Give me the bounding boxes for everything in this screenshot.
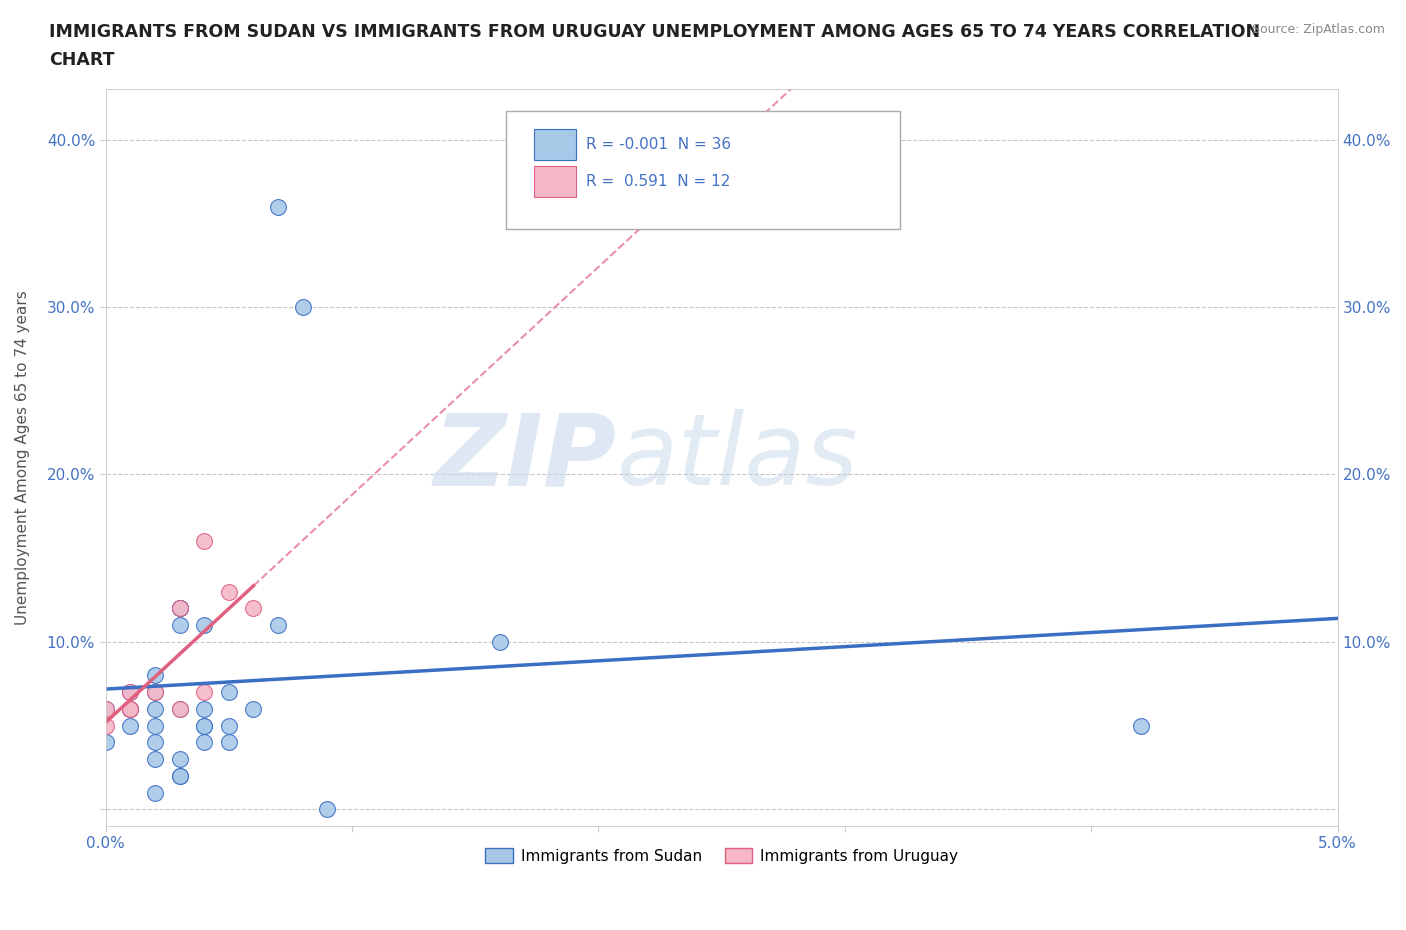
Point (169, 601, 191, 616)
Point (120, 701, 142, 716)
Y-axis label: Unemployment Among Ages 65 to 74 years: Unemployment Among Ages 65 to 74 years (15, 290, 30, 625)
Point (120, 684, 142, 699)
Point (267, 618, 290, 632)
Point (193, 718, 215, 733)
Point (94, 735, 117, 750)
Point (218, 735, 240, 750)
Point (120, 718, 142, 733)
Point (169, 751, 191, 766)
Legend: Immigrants from Sudan, Immigrants from Uruguay: Immigrants from Sudan, Immigrants from U… (479, 842, 965, 870)
Point (143, 668, 166, 683)
Point (193, 718, 215, 733)
Point (143, 718, 166, 733)
Point (218, 584, 240, 599)
Text: R =  0.591  N = 12: R = 0.591 N = 12 (586, 174, 731, 189)
FancyBboxPatch shape (534, 166, 576, 197)
Point (193, 701, 215, 716)
Text: atlas: atlas (617, 409, 859, 506)
Point (94, 718, 117, 733)
Text: Source: ZipAtlas.com: Source: ZipAtlas.com (1251, 23, 1385, 36)
Point (242, 601, 264, 616)
Point (193, 618, 215, 632)
Point (169, 601, 191, 616)
Point (193, 534, 215, 549)
Point (1129, 718, 1152, 733)
FancyBboxPatch shape (506, 112, 900, 230)
Text: R = -0.001  N = 36: R = -0.001 N = 36 (586, 137, 731, 153)
Text: IMMIGRANTS FROM SUDAN VS IMMIGRANTS FROM URUGUAY UNEMPLOYMENT AMONG AGES 65 TO 7: IMMIGRANTS FROM SUDAN VS IMMIGRANTS FROM… (49, 23, 1260, 41)
Point (193, 684, 215, 699)
Point (169, 768, 191, 783)
Point (489, 634, 512, 649)
Point (218, 684, 240, 699)
Text: CHART: CHART (49, 51, 115, 69)
Point (120, 684, 142, 699)
Point (143, 684, 166, 699)
Point (218, 718, 240, 733)
Text: ZIP: ZIP (434, 409, 617, 506)
Point (169, 701, 191, 716)
Point (120, 701, 142, 716)
Point (143, 735, 166, 750)
Point (316, 802, 339, 817)
Point (169, 601, 191, 616)
Point (143, 751, 166, 766)
FancyBboxPatch shape (534, 129, 576, 160)
Point (169, 601, 191, 616)
Point (94, 701, 117, 716)
Point (120, 701, 142, 716)
Point (94, 701, 117, 716)
Point (291, 299, 314, 314)
Point (143, 701, 166, 716)
Point (267, 199, 290, 214)
Point (242, 701, 264, 716)
Point (120, 701, 142, 716)
Point (143, 785, 166, 800)
Point (143, 684, 166, 699)
Point (169, 701, 191, 716)
Point (169, 618, 191, 632)
Point (193, 735, 215, 750)
Point (169, 768, 191, 783)
